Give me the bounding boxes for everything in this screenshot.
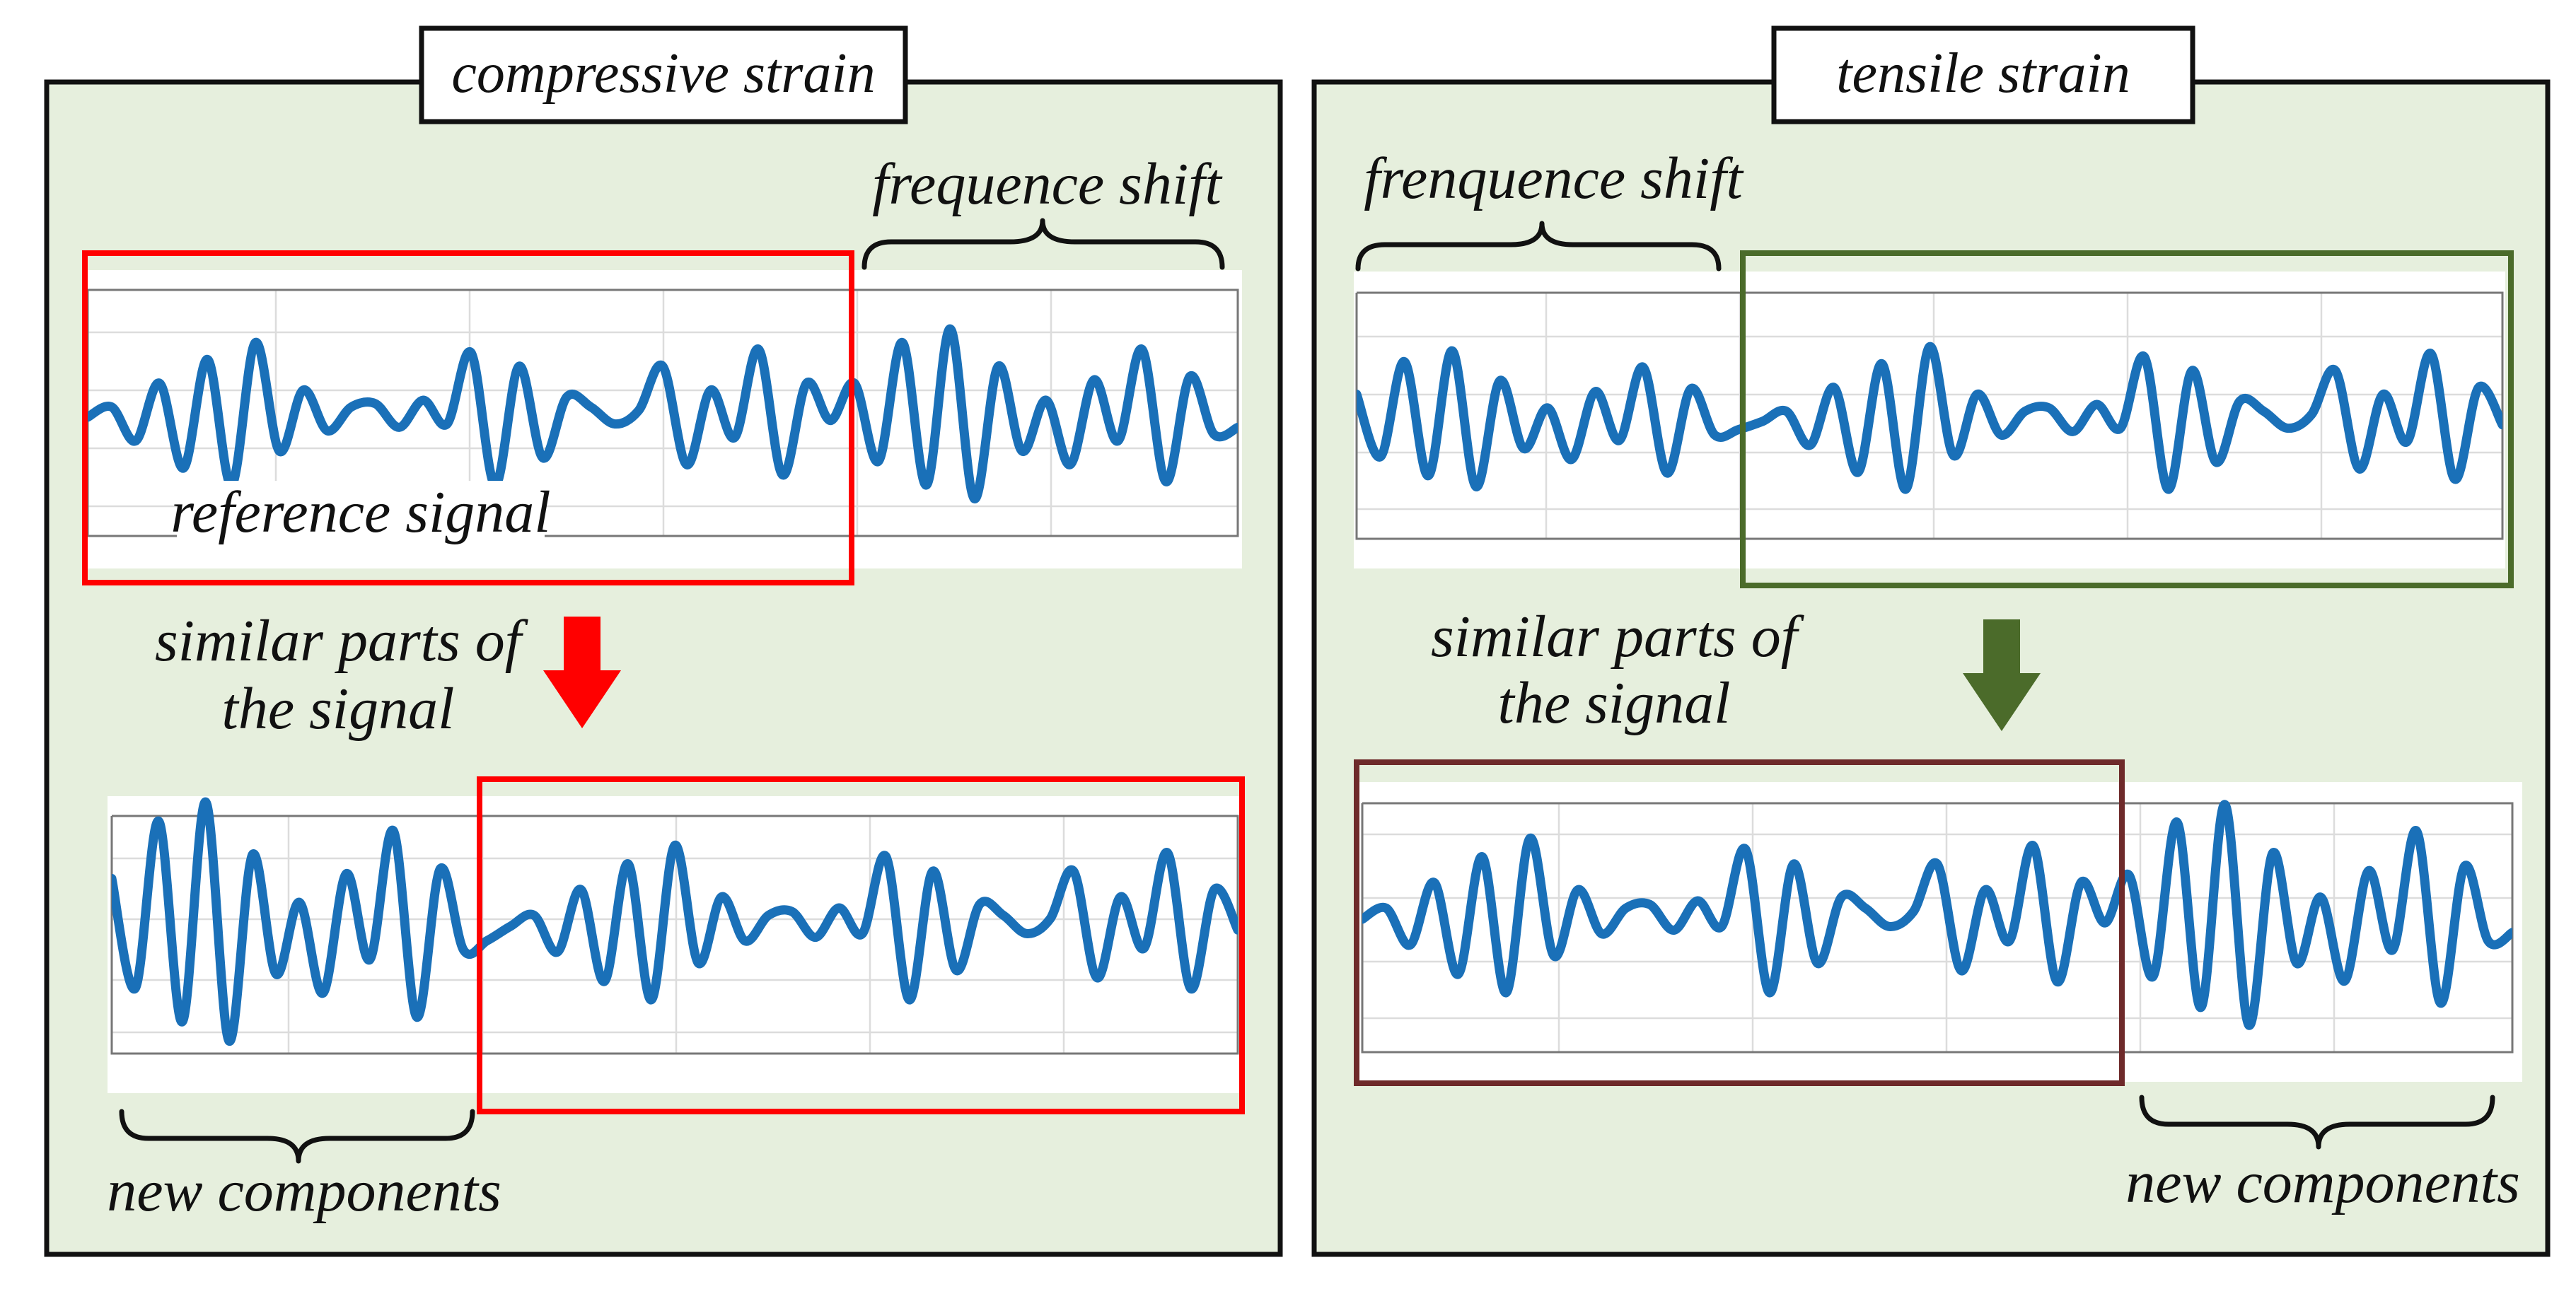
down-arrow-icon (543, 617, 621, 728)
similar-parts-label-line1: similar parts of (155, 608, 529, 674)
compressive-top-signal (88, 324, 1238, 503)
frequency-shift-brace (861, 218, 1225, 270)
compressive-bottom-signal (112, 797, 1238, 1046)
compressive-bottom-plot (108, 796, 1242, 1093)
new-components-label: new components (107, 1158, 501, 1224)
reference-signal-label: reference signal (170, 479, 550, 545)
reference-highlight-box (82, 250, 854, 585)
tensile-frequency-shift-brace (1355, 221, 1722, 272)
tensile-similar-parts-label-line1: similar parts of (1431, 604, 1805, 670)
compressive-title-box (419, 25, 908, 124)
new-components-brace (119, 1109, 475, 1164)
tensile-bottom-plot (1358, 782, 2522, 1082)
tensile-title: tensile strain (1836, 42, 2130, 105)
tensile-title-box (1771, 25, 2195, 124)
tensile-new-components-label: new components (2125, 1150, 2520, 1215)
frequency-shift-label: frequence shift (872, 151, 1223, 217)
tensile-top-signal (1357, 342, 2502, 494)
tensile-similar-parts-label-line2: the signal (1498, 670, 1731, 736)
similar-highlight-box (477, 776, 1245, 1114)
tensile-top-plot (1354, 272, 2505, 568)
similar-parts-label-line2: the signal (222, 676, 455, 742)
compressive-title: compressive strain (451, 42, 875, 105)
tensile-new-components-brace (2139, 1095, 2495, 1150)
tensile-bottom-signal (1362, 800, 2512, 1030)
tensile-panel: frenquence shift similar parts of the si… (1311, 25, 2551, 1257)
tensile-frequency-shift-label: frenquence shift (1364, 146, 1744, 211)
compressive-panel: reference signal frequence shift similar… (44, 25, 1283, 1257)
tensile-similar-highlight-box (1354, 759, 2125, 1086)
tensile-down-arrow-icon (1963, 619, 2041, 731)
tensile-reference-highlight-box (1740, 250, 2514, 588)
